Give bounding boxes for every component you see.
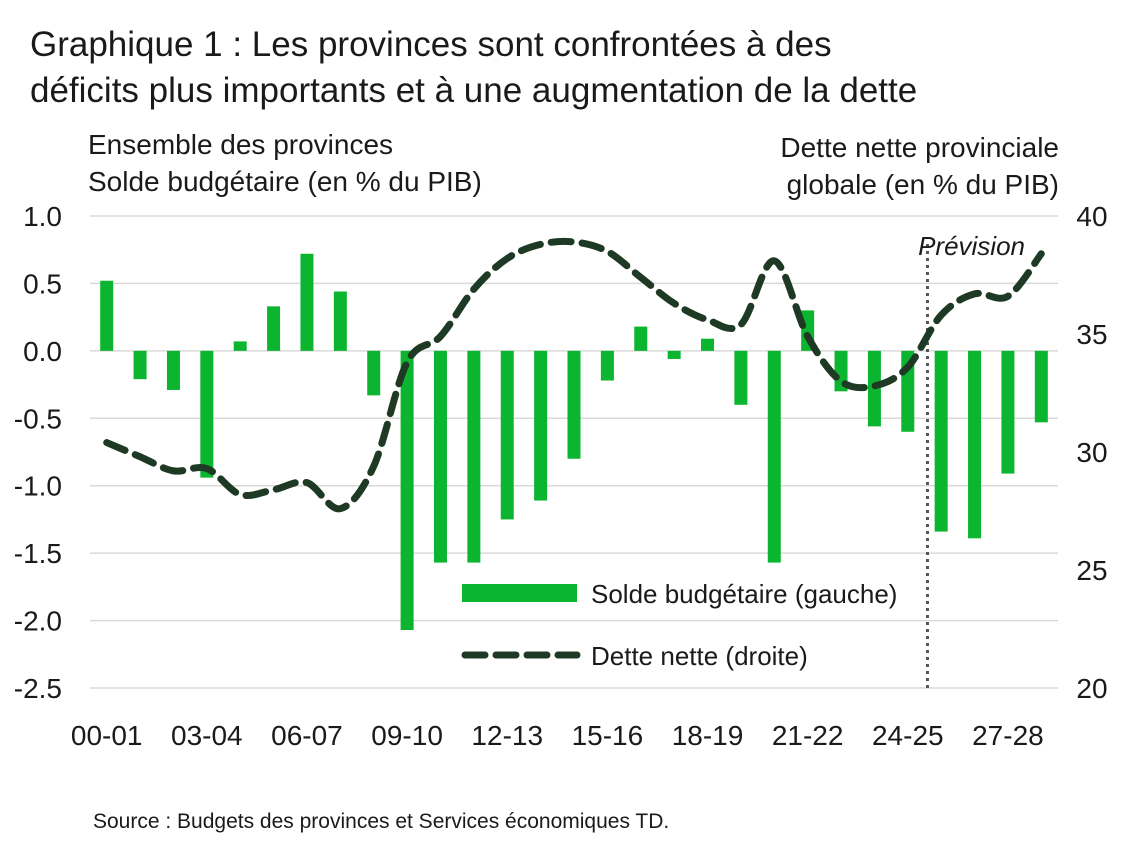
bar-10-11: [433, 350, 447, 563]
bar-13-14: [534, 350, 548, 501]
bar-02-03: [166, 350, 180, 390]
bar-06-07: [300, 253, 314, 351]
left-tick-label: -2.0: [14, 606, 62, 637]
bar-14-15: [567, 350, 581, 459]
bar-03-04: [200, 350, 214, 478]
bar-08-09: [367, 350, 381, 396]
forecast-marker: Prévision: [918, 231, 1025, 688]
left-tick-label: 0.5: [23, 268, 62, 299]
bar-series: [100, 253, 1048, 631]
bar-17-18: [667, 350, 681, 359]
right-axis-title-line1: Dette nette provinciale: [780, 132, 1059, 163]
bar-19-20: [734, 350, 748, 405]
left-tick-label: -1.5: [14, 538, 62, 569]
right-axis-title: Dette nette provinciale globale (en % du…: [780, 129, 1059, 203]
debt-line: [103, 237, 1045, 513]
legend: Solde budgétaire (gauche) Dette nette (dr…: [461, 579, 897, 671]
right-axis-title-line2: globale (en % du PIB): [786, 169, 1059, 200]
bar-07-08: [333, 291, 347, 351]
bar-18-19: [701, 338, 715, 351]
left-axis-title: Ensemble des provinces Solde budgétaire …: [88, 126, 482, 200]
legend-line-label: Dette nette (droite): [591, 641, 808, 671]
legend-bar-swatch: [462, 584, 577, 602]
bar-11-12: [467, 350, 481, 563]
right-tick-label: 20: [1076, 673, 1107, 704]
right-tick-label: 35: [1076, 319, 1107, 350]
bar-01-02: [133, 350, 147, 380]
x-tick-label: 12-13: [471, 720, 543, 751]
x-axis-ticks: 00-01 03-04 06-07 09-10 12-13 15-16 18-19 21-22…: [71, 720, 1044, 751]
x-tick-label: 06-07: [271, 720, 343, 751]
bar-09-10: [400, 350, 414, 631]
left-tick-label: -2.5: [14, 673, 62, 704]
bar-04-05: [233, 341, 247, 351]
chart-title-line1: Graphique 1 : Les provinces sont confron…: [30, 25, 832, 64]
left-tick-label: -0.5: [14, 403, 62, 434]
left-tick-label: 1.0: [23, 201, 62, 232]
source-note: Source : Budgets des provinces et Servic…: [93, 810, 670, 833]
right-tick-label: 25: [1076, 555, 1107, 586]
bar-26-27: [968, 350, 982, 539]
left-axis-title-line2: Solde budgétaire (en % du PIB): [88, 166, 482, 197]
right-axis-ticks: 40 35 30 25 20: [1076, 201, 1107, 704]
left-axis-ticks: 1.0 0.5 0.0 -0.5 -1.0 -1.5 -2.0 -2.5: [14, 201, 62, 704]
x-tick-label: 24-25: [872, 720, 944, 751]
bar-25-26: [934, 350, 948, 532]
right-tick-label: 30: [1076, 437, 1107, 468]
right-tick-label: 40: [1076, 201, 1107, 232]
left-axis-title-line1: Ensemble des provinces: [88, 129, 394, 160]
legend-bar-label: Solde budgétaire (gauche): [591, 579, 897, 609]
x-tick-label: 27-28: [972, 720, 1044, 751]
x-tick-label: 21-22: [772, 720, 844, 751]
chart-title: Graphique 1 : Les provinces sont confron…: [30, 22, 1120, 114]
x-tick-label: 09-10: [371, 720, 443, 751]
bar-12-13: [500, 350, 514, 520]
forecast-label: Prévision: [918, 231, 1025, 261]
x-tick-label: 15-16: [572, 720, 644, 751]
bar-20-21: [767, 350, 781, 563]
chart-title-line2: déficits plus importants et à une augmen…: [30, 71, 918, 110]
x-tick-label: 03-04: [171, 720, 243, 751]
bar-28-29: [1034, 350, 1048, 423]
bar-05-06: [267, 306, 281, 351]
x-tick-label: 18-19: [672, 720, 744, 751]
x-tick-label: 00-01: [71, 720, 143, 751]
bar-27-28: [1001, 350, 1015, 474]
left-tick-label: -1.0: [14, 471, 62, 502]
line-series: [103, 237, 1045, 513]
bar-16-17: [634, 326, 648, 351]
bar-00-01: [100, 280, 114, 351]
bar-15-16: [600, 350, 614, 381]
left-tick-label: 0.0: [23, 336, 62, 367]
